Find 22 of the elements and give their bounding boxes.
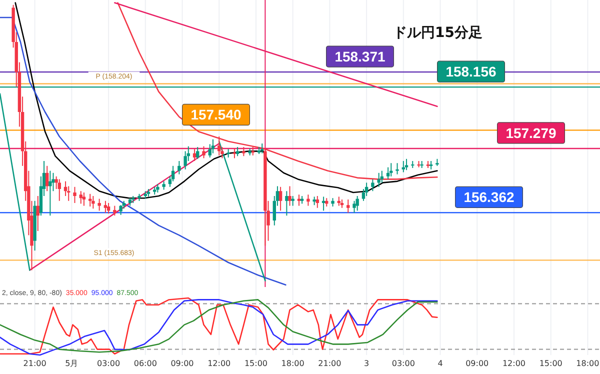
ref-line-label: 156.362 (464, 189, 515, 206)
x-tick-label: 21:00 (23, 359, 46, 368)
x-tick-label: 5月 (65, 359, 78, 368)
x-tick-label: 09:00 (170, 359, 194, 368)
ref-line-label: 158.156 (446, 64, 497, 80)
x-tick-label: 12:00 (502, 359, 526, 368)
x-tick-label: 21:00 (318, 359, 342, 368)
x-tick-label: 03:00 (392, 359, 415, 368)
x-tick-label: 18:00 (576, 359, 600, 368)
text: ドル円15分足 (393, 25, 482, 41)
ref-line-label: 157.540 (190, 106, 242, 123)
x-tick-label: 4 (438, 359, 443, 368)
ref-line-label: 157.279 (506, 124, 557, 141)
x-tick-label: 15:00 (539, 359, 562, 368)
x-tick-label: 12:00 (208, 359, 231, 368)
x-tick-label: 03:00 (97, 359, 120, 368)
x-tick-label: 06:00 (134, 359, 157, 368)
x-tick-label: 15:00 (244, 359, 268, 368)
x-tick-label: 09:00 (466, 359, 489, 368)
ref-line-label: 158.371 (334, 48, 386, 65)
x-tick-label: 18:00 (281, 359, 304, 368)
x-tick-label: 3 (364, 359, 370, 368)
